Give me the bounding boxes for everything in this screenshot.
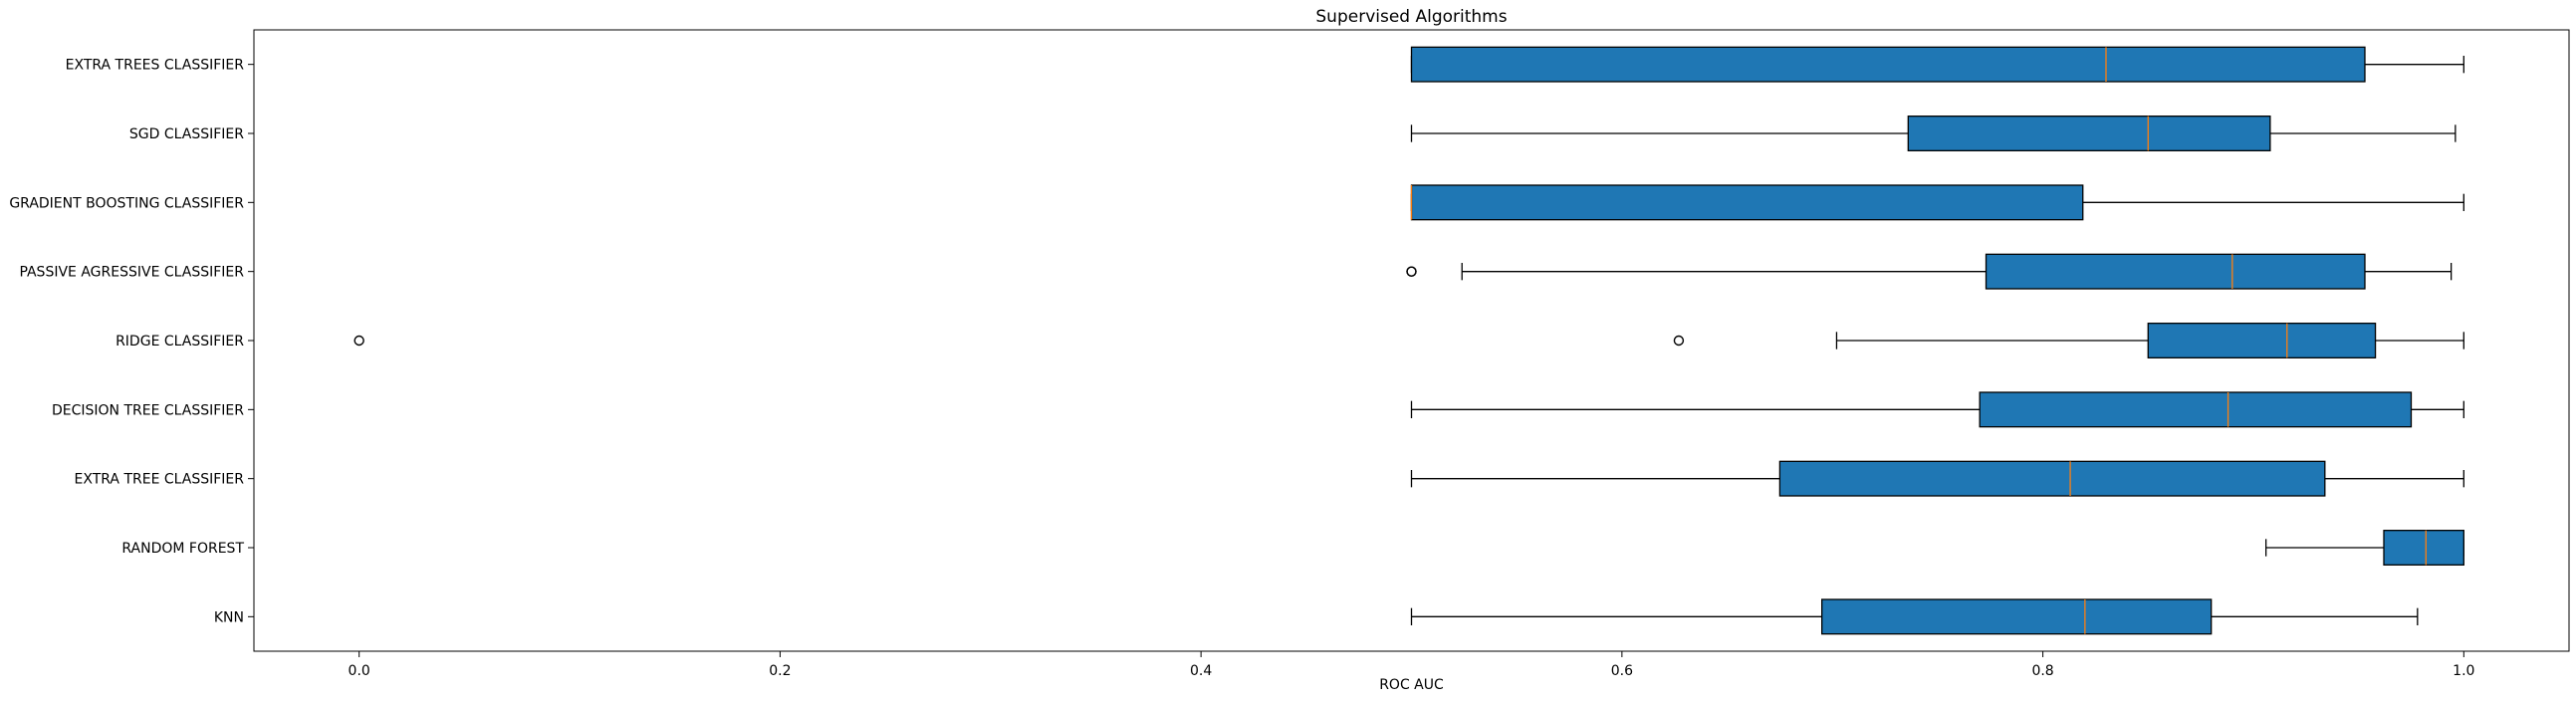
y-tick-label: SGD CLASSIFIER <box>129 126 244 142</box>
outlier-point <box>1406 266 1417 277</box>
y-tick-label: RIDGE CLASSIFIER <box>116 334 244 350</box>
outlier-point <box>353 335 364 347</box>
y-tick-label: PASSIVE AGRESSIVE CLASSIFIER <box>19 265 244 281</box>
x-tick-label: 0.0 <box>349 663 370 679</box>
iqr-box <box>1979 391 2413 428</box>
y-tick-label: RANDOM FOREST <box>121 541 244 557</box>
x-axis: 0.0 0.2 0.4 0.6 0.8 1.0 <box>349 651 2474 679</box>
box-5 <box>1410 391 2464 428</box>
y-tick-label: EXTRA TREES CLASSIFIER <box>66 58 245 74</box>
iqr-box <box>1410 184 2084 221</box>
box-1 <box>1410 116 2457 151</box>
box-4 <box>353 323 2464 358</box>
x-tick-label: 0.2 <box>769 663 791 679</box>
box-8 <box>1410 598 2419 635</box>
x-tick-label: 0.6 <box>1611 663 1633 679</box>
iqr-box <box>2147 323 2377 358</box>
chart-title: Supervised Algorithms <box>1315 7 1507 27</box>
box-0 <box>1410 46 2464 83</box>
x-tick-label: 0.8 <box>2031 663 2053 679</box>
y-tick-label: EXTRA TREE CLASSIFIER <box>75 472 245 488</box>
x-tick-label: 1.0 <box>2453 663 2474 679</box>
iqr-box <box>1907 116 2271 151</box>
iqr-box <box>1821 598 2213 635</box>
box-2 <box>1410 184 2464 221</box>
y-tick-label: DECISION TREE CLASSIFIER <box>52 402 244 418</box>
y-tick-label: GRADIENT BOOSTING CLASSIFIER <box>9 195 244 211</box>
chart-marks <box>353 46 2464 635</box>
box-6 <box>1410 460 2464 497</box>
y-tick-label: KNN <box>214 609 244 625</box>
iqr-box <box>2383 530 2464 566</box>
x-tick-label: 0.4 <box>1190 663 1212 679</box>
box-7 <box>2264 530 2464 566</box>
outlier-point <box>1673 335 1685 347</box>
iqr-box <box>1985 253 2366 290</box>
x-axis-label: ROC AUC <box>1379 677 1444 693</box>
iqr-box <box>1778 460 2326 497</box>
box-3 <box>1406 253 2453 290</box>
y-axis: EXTRA TREES CLASSIFIER SGD CLASSIFIER GRAD… <box>9 58 254 625</box>
iqr-box <box>1410 46 2366 83</box>
